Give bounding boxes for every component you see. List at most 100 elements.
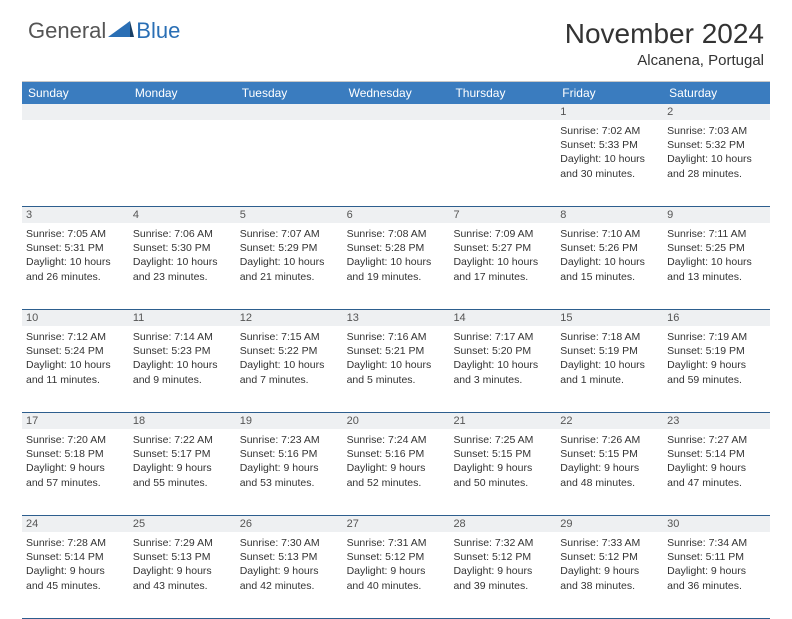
- week-row: Sunrise: 7:12 AMSunset: 5:24 PMDaylight:…: [22, 326, 770, 413]
- sunset-text: Sunset: 5:12 PM: [560, 550, 659, 564]
- calendar: SundayMondayTuesdayWednesdayThursdayFrid…: [22, 81, 770, 619]
- day-cell: Sunrise: 7:05 AMSunset: 5:31 PMDaylight:…: [22, 223, 129, 309]
- day-number: 3: [22, 207, 129, 223]
- day-cell: Sunrise: 7:25 AMSunset: 5:15 PMDaylight:…: [449, 429, 556, 515]
- day-info: Sunrise: 7:19 AMSunset: 5:19 PMDaylight:…: [667, 330, 766, 387]
- day-cell: Sunrise: 7:27 AMSunset: 5:14 PMDaylight:…: [663, 429, 770, 515]
- sunset-text: Sunset: 5:28 PM: [347, 241, 446, 255]
- day-header: Saturday: [663, 82, 770, 104]
- sunset-text: Sunset: 5:31 PM: [26, 241, 125, 255]
- day-number: 22: [556, 413, 663, 429]
- week-row: Sunrise: 7:20 AMSunset: 5:18 PMDaylight:…: [22, 429, 770, 516]
- day-cell: Sunrise: 7:03 AMSunset: 5:32 PMDaylight:…: [663, 120, 770, 206]
- day-cell: Sunrise: 7:11 AMSunset: 5:25 PMDaylight:…: [663, 223, 770, 309]
- day-number: 30: [663, 516, 770, 532]
- day-info: Sunrise: 7:05 AMSunset: 5:31 PMDaylight:…: [26, 227, 125, 284]
- day-info: Sunrise: 7:06 AMSunset: 5:30 PMDaylight:…: [133, 227, 232, 284]
- sunrise-text: Sunrise: 7:16 AM: [347, 330, 446, 344]
- week-row: Sunrise: 7:05 AMSunset: 5:31 PMDaylight:…: [22, 223, 770, 310]
- day-info: Sunrise: 7:11 AMSunset: 5:25 PMDaylight:…: [667, 227, 766, 284]
- daylight-text: Daylight: 10 hours and 3 minutes.: [453, 358, 552, 386]
- daylight-text: Daylight: 9 hours and 59 minutes.: [667, 358, 766, 386]
- daylight-text: Daylight: 10 hours and 17 minutes.: [453, 255, 552, 283]
- day-number: [22, 104, 129, 120]
- header: General Blue November 2024 Alcanena, Por…: [0, 0, 792, 73]
- day-info: Sunrise: 7:08 AMSunset: 5:28 PMDaylight:…: [347, 227, 446, 284]
- day-cell: Sunrise: 7:26 AMSunset: 5:15 PMDaylight:…: [556, 429, 663, 515]
- day-info: Sunrise: 7:25 AMSunset: 5:15 PMDaylight:…: [453, 433, 552, 490]
- sunset-text: Sunset: 5:18 PM: [26, 447, 125, 461]
- day-info: Sunrise: 7:07 AMSunset: 5:29 PMDaylight:…: [240, 227, 339, 284]
- day-number: 21: [449, 413, 556, 429]
- sunrise-text: Sunrise: 7:32 AM: [453, 536, 552, 550]
- day-info: Sunrise: 7:02 AMSunset: 5:33 PMDaylight:…: [560, 124, 659, 181]
- day-info: Sunrise: 7:28 AMSunset: 5:14 PMDaylight:…: [26, 536, 125, 593]
- sunrise-text: Sunrise: 7:20 AM: [26, 433, 125, 447]
- day-info: Sunrise: 7:15 AMSunset: 5:22 PMDaylight:…: [240, 330, 339, 387]
- sunset-text: Sunset: 5:20 PM: [453, 344, 552, 358]
- sunrise-text: Sunrise: 7:14 AM: [133, 330, 232, 344]
- day-cell: Sunrise: 7:17 AMSunset: 5:20 PMDaylight:…: [449, 326, 556, 412]
- sunrise-text: Sunrise: 7:23 AM: [240, 433, 339, 447]
- day-cell: [343, 120, 450, 206]
- day-number-row: 24252627282930: [22, 516, 770, 532]
- sunset-text: Sunset: 5:19 PM: [667, 344, 766, 358]
- sunrise-text: Sunrise: 7:33 AM: [560, 536, 659, 550]
- day-header: Sunday: [22, 82, 129, 104]
- sunset-text: Sunset: 5:14 PM: [26, 550, 125, 564]
- week-row: Sunrise: 7:28 AMSunset: 5:14 PM Daylight:…: [22, 532, 770, 619]
- day-number-row: 10111213141516: [22, 310, 770, 326]
- day-number: 12: [236, 310, 343, 326]
- page-title: November 2024: [565, 18, 764, 50]
- day-cell: Sunrise: 7:24 AMSunset: 5:16 PMDaylight:…: [343, 429, 450, 515]
- daylight-text: Daylight: 10 hours and 26 minutes.: [26, 255, 125, 283]
- day-number: 26: [236, 516, 343, 532]
- day-info: Sunrise: 7:12 AMSunset: 5:24 PMDaylight:…: [26, 330, 125, 387]
- day-info: Sunrise: 7:17 AMSunset: 5:20 PMDaylight:…: [453, 330, 552, 387]
- brand-text-blue: Blue: [136, 18, 180, 44]
- day-number: [129, 104, 236, 120]
- daylight-text: Daylight: 9 hours and 53 minutes.: [240, 461, 339, 489]
- sunset-text: Sunset: 5:17 PM: [133, 447, 232, 461]
- sunset-text: Sunset: 5:27 PM: [453, 241, 552, 255]
- sunrise-text: Sunrise: 7:31 AM: [347, 536, 446, 550]
- daylight-text: Daylight: 9 hours and 55 minutes.: [133, 461, 232, 489]
- day-info: Sunrise: 7:29 AMSunset: 5:13 PMDaylight:…: [133, 536, 232, 593]
- sunset-text: Sunset: 5:13 PM: [133, 550, 232, 564]
- daylight-text: Daylight: 9 hours and 40 minutes.: [347, 564, 446, 592]
- day-number-row: 3456789: [22, 207, 770, 223]
- day-header-row: SundayMondayTuesdayWednesdayThursdayFrid…: [22, 82, 770, 104]
- day-cell: Sunrise: 7:07 AMSunset: 5:29 PMDaylight:…: [236, 223, 343, 309]
- day-info: Sunrise: 7:27 AMSunset: 5:14 PMDaylight:…: [667, 433, 766, 490]
- sunset-text: Sunset: 5:12 PM: [347, 550, 446, 564]
- sunset-text: Sunset: 5:12 PM: [453, 550, 552, 564]
- sunset-text: Sunset: 5:15 PM: [560, 447, 659, 461]
- day-info: Sunrise: 7:31 AMSunset: 5:12 PMDaylight:…: [347, 536, 446, 593]
- day-info: Sunrise: 7:09 AMSunset: 5:27 PMDaylight:…: [453, 227, 552, 284]
- day-info: Sunrise: 7:20 AMSunset: 5:18 PMDaylight:…: [26, 433, 125, 490]
- daylight-text: Daylight: 9 hours and 48 minutes.: [560, 461, 659, 489]
- sunset-text: Sunset: 5:33 PM: [560, 138, 659, 152]
- sunrise-text: Sunrise: 7:28 AM: [26, 536, 125, 550]
- day-number: 14: [449, 310, 556, 326]
- day-cell: Sunrise: 7:28 AMSunset: 5:14 PMDaylight:…: [22, 532, 129, 618]
- day-header: Friday: [556, 82, 663, 104]
- day-cell: Sunrise: 7:19 AMSunset: 5:19 PMDaylight:…: [663, 326, 770, 412]
- day-info: Sunrise: 7:24 AMSunset: 5:16 PMDaylight:…: [347, 433, 446, 490]
- sunset-text: Sunset: 5:16 PM: [240, 447, 339, 461]
- day-number: [236, 104, 343, 120]
- day-number-row: 12: [22, 104, 770, 120]
- daylight-text: Daylight: 9 hours and 57 minutes.: [26, 461, 125, 489]
- day-number-row: 17181920212223: [22, 413, 770, 429]
- day-cell: Sunrise: 7:14 AMSunset: 5:23 PMDaylight:…: [129, 326, 236, 412]
- sunset-text: Sunset: 5:19 PM: [560, 344, 659, 358]
- day-number: 18: [129, 413, 236, 429]
- sunrise-text: Sunrise: 7:09 AM: [453, 227, 552, 241]
- day-cell: Sunrise: 7:31 AMSunset: 5:12 PMDaylight:…: [343, 532, 450, 618]
- day-number: 8: [556, 207, 663, 223]
- day-number: 25: [129, 516, 236, 532]
- day-cell: Sunrise: 7:34 AMSunset: 5:11 PMDaylight:…: [663, 532, 770, 618]
- sunrise-text: Sunrise: 7:12 AM: [26, 330, 125, 344]
- day-cell: Sunrise: 7:18 AMSunset: 5:19 PMDaylight:…: [556, 326, 663, 412]
- day-number: 29: [556, 516, 663, 532]
